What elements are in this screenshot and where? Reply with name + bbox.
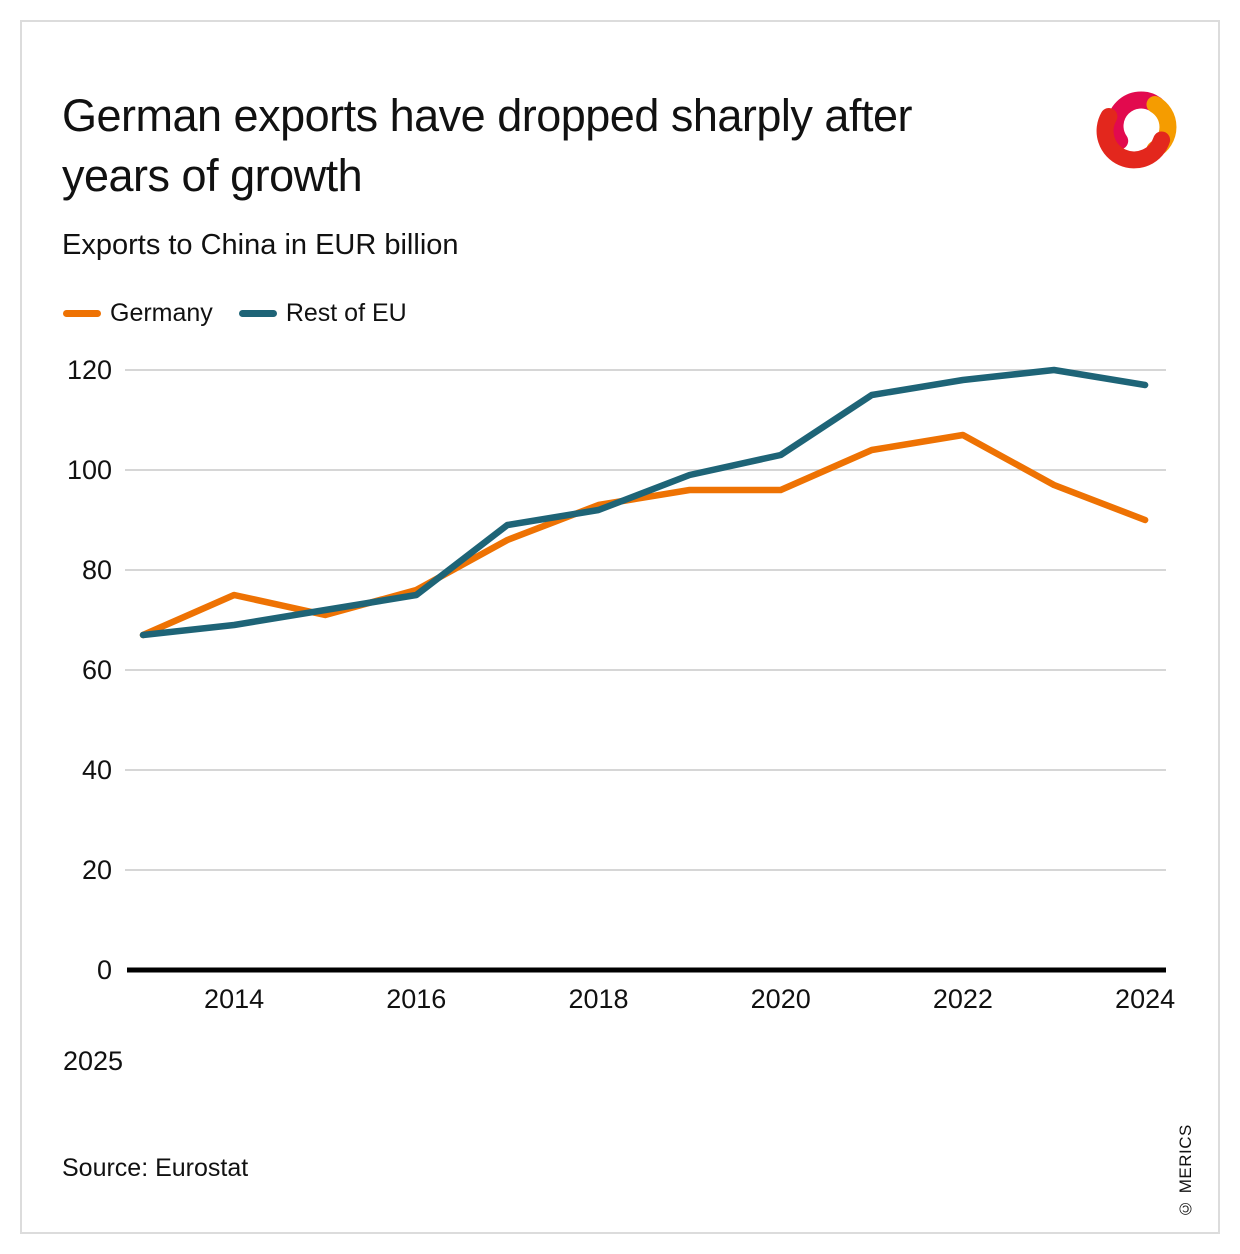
legend-swatch-icon [238, 310, 277, 317]
x-tick-label: 2020 [751, 984, 811, 1014]
legend-item-germany: Germany [63, 299, 213, 328]
copyright-watermark: © MERICS [1176, 1124, 1195, 1218]
rest-of-eu-line [139, 366, 1149, 639]
source-note: Source: Eurostat [62, 1154, 249, 1182]
series-lines [139, 366, 1149, 639]
merics-logo-icon [1096, 91, 1177, 169]
legend-swatch-icon [63, 310, 101, 317]
logo-red-arc [1096, 108, 1171, 169]
y-tick-label: 80 [82, 555, 112, 585]
y-tick-label: 60 [82, 655, 112, 685]
x-tick-label: 2022 [933, 984, 993, 1014]
timeline-year-label: 2025 [63, 1046, 124, 1076]
chart-title: German exports have dropped sharply afte… [62, 90, 912, 201]
germany-line [139, 431, 1149, 639]
legend-label: Germany [110, 299, 213, 327]
x-tick-label: 2014 [204, 984, 264, 1014]
y-axis-tick-labels: 0 20 40 60 80 100 120 [67, 355, 112, 985]
x-axis-tick-labels: 2014 2016 2018 2020 2022 2024 [204, 984, 1175, 1014]
y-tick-label: 40 [82, 755, 112, 785]
y-tick-label: 20 [82, 855, 112, 885]
legend-label: Rest of EU [285, 299, 407, 327]
legend-item-rest-of-eu: Rest of EU [238, 299, 407, 328]
y-tick-label: 120 [67, 355, 112, 385]
gridlines [125, 369, 1166, 973]
legend: Germany Rest of EU [63, 299, 407, 328]
x-tick-label: 2016 [386, 984, 446, 1014]
x-tick-label: 2018 [568, 984, 628, 1014]
chart-subtitle: Exports to China in EUR billion [62, 229, 459, 261]
y-tick-label: 0 [97, 955, 112, 985]
x-tick-label: 2024 [1115, 984, 1175, 1014]
y-tick-label: 100 [67, 455, 112, 485]
